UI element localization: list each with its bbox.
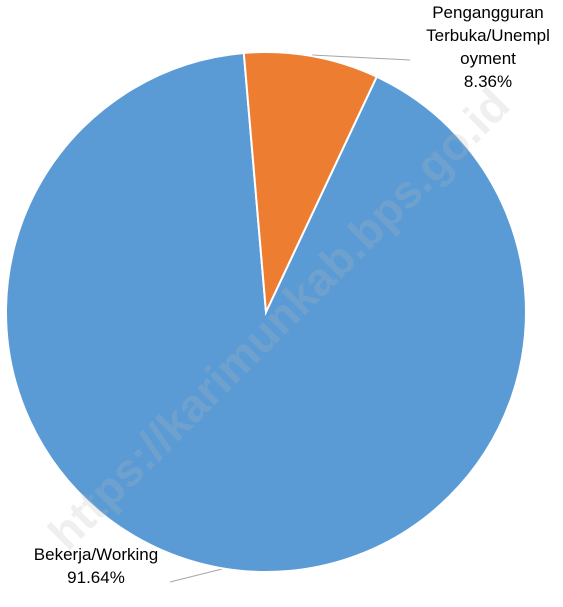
data-label: Bekerja/Working [34, 545, 158, 564]
label-line: Terbuka/Unempl [426, 26, 550, 45]
data-label: Pengangguran Terbuka/Unempl oyment [426, 3, 550, 68]
leader-line [311, 54, 411, 61]
value-label: 8.36% [464, 72, 512, 91]
leader-line [169, 568, 223, 583]
label-line: Bekerja/Working [34, 545, 158, 564]
value-label: 91.64% [67, 568, 125, 587]
label-line: oyment [460, 49, 516, 68]
label-line: Pengangguran [432, 3, 544, 22]
pie-slice [242, 51, 379, 316]
